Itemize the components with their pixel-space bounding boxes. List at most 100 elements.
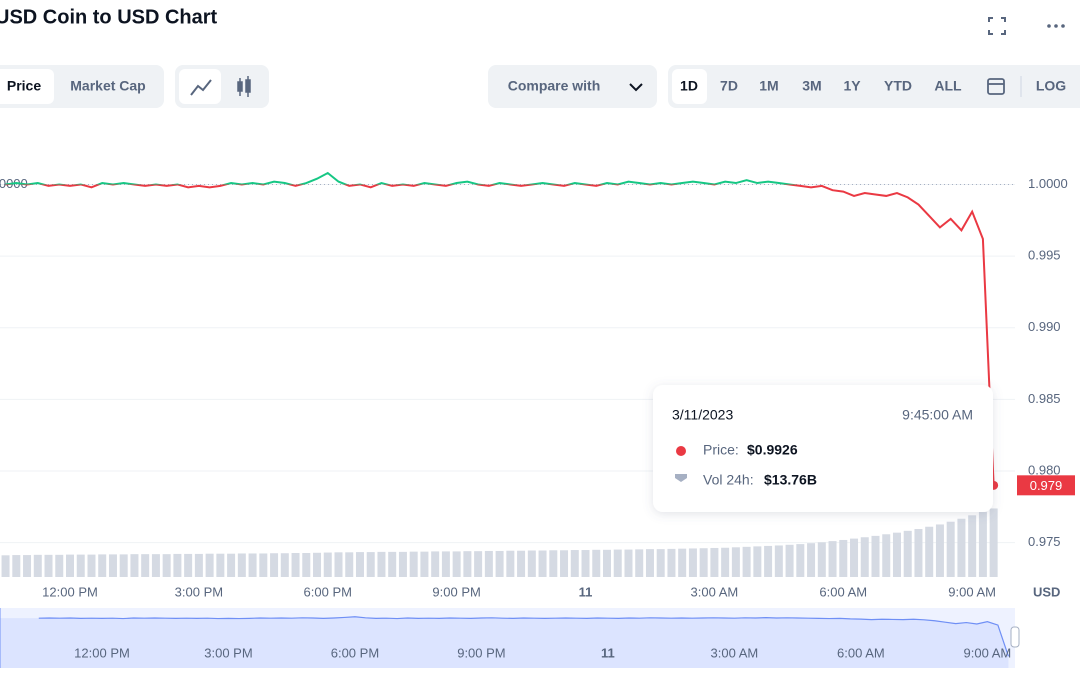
volume-bar: [527, 550, 536, 577]
plot: 1.00000.9950.9900.9850.9800.975USD1.0000…: [0, 171, 1068, 599]
x-tick-label: 11: [579, 584, 593, 599]
volume-bar: [463, 551, 472, 577]
range-button[interactable]: ALL: [934, 78, 962, 94]
range-button[interactable]: 3M: [802, 78, 821, 94]
volume-bar: [742, 546, 751, 577]
volume-bar: [119, 554, 128, 577]
volume-bar: [710, 547, 719, 577]
volume-bar: [774, 545, 783, 577]
calendar-button[interactable]: [987, 78, 1005, 95]
range-button[interactable]: 7D: [720, 78, 738, 94]
volume-bar: [66, 554, 74, 577]
volume-bar: [645, 549, 654, 577]
volume-bar: [248, 553, 257, 577]
navigator-label: 3:00 PM: [204, 645, 252, 660]
volume-bar: [44, 554, 53, 577]
volume-bar: [678, 548, 687, 577]
compare-label: Compare with: [508, 78, 601, 94]
volume-bar: [560, 550, 569, 577]
volume-bar: [807, 543, 816, 577]
volume-bar: [130, 554, 139, 577]
volume-bar: [409, 551, 418, 577]
volume-bar: [33, 554, 42, 577]
y-tick-label: 0.990: [1028, 319, 1061, 334]
range-active[interactable]: [672, 69, 707, 104]
price-line-up: [5, 171, 798, 185]
volume-bar: [699, 548, 708, 577]
x-tick-label: 12:00 PM: [42, 584, 98, 599]
range-button[interactable]: YTD: [884, 78, 912, 94]
chevron-icon: [629, 83, 643, 92]
volume-bar: [227, 553, 236, 577]
volume-bar: [914, 529, 923, 577]
volume-bar: [162, 554, 171, 577]
volume-bar: [613, 549, 622, 577]
volume-bar: [785, 544, 794, 577]
compare-dropdown[interactable]: [488, 65, 657, 108]
range-button[interactable]: 1Y: [843, 78, 861, 94]
tooltip-volume-label: Vol 24h:: [703, 472, 754, 488]
chart-title: USD Coin to USD Chart: [0, 6, 218, 28]
x-tick-label: 3:00 PM: [175, 584, 223, 599]
volume-bar: [302, 553, 311, 577]
fullscreen-button[interactable]: [988, 17, 1006, 35]
x-tick-label: 3:00 AM: [691, 584, 739, 599]
navigator-handle[interactable]: [1010, 626, 1020, 648]
volume-bar: [592, 549, 601, 577]
volume-bar: [935, 524, 944, 577]
volume-bar: [345, 552, 354, 577]
volume-bar: [237, 553, 246, 577]
volume-bar: [839, 539, 848, 577]
volume-bar: [194, 553, 203, 577]
volume-bar: [635, 549, 644, 577]
tab[interactable]: Market Cap: [70, 78, 145, 94]
y-tick-label: 0.975: [1028, 534, 1061, 549]
volume-bar: [796, 544, 805, 577]
volume-bar: [98, 554, 107, 577]
volume-bar: [184, 553, 193, 577]
volume-bar: [506, 550, 515, 577]
price-badge-label: 0.979: [1030, 478, 1063, 493]
log-button[interactable]: LOG: [1036, 78, 1066, 94]
y-tick-label: 1.0000: [1028, 176, 1068, 191]
tooltip-box: [653, 385, 993, 512]
volume-bar: [388, 551, 397, 577]
navigator-label: 3:00 AM: [711, 645, 759, 660]
volume-bar: [764, 545, 773, 577]
candle-body: [245, 79, 251, 93]
calendar-icon: [987, 78, 1005, 95]
volume-bar: [334, 552, 343, 577]
volume-bar: [173, 553, 182, 577]
candle-type-button[interactable]: [237, 76, 251, 97]
volume-bar: [968, 515, 977, 577]
candle-body: [237, 81, 243, 92]
volume-bar: [656, 549, 665, 577]
volume-bar: [603, 549, 611, 577]
volume-bar: [205, 553, 214, 577]
line-icon: [190, 79, 212, 96]
volume-bar: [688, 548, 697, 577]
more-button[interactable]: [1047, 24, 1065, 28]
volume-bar: [817, 542, 826, 577]
volume-bar: [452, 551, 461, 577]
tab[interactable]: Price: [7, 78, 41, 94]
volume-bar: [882, 534, 891, 577]
y-unit: USD: [1033, 584, 1060, 599]
tooltip-date: 3/11/2023: [672, 407, 733, 423]
price-marker: [676, 446, 686, 456]
volume-bar: [1, 555, 10, 577]
range-button[interactable]: 1M: [759, 78, 778, 94]
volume-bar: [420, 551, 429, 577]
volume-bar: [474, 551, 483, 577]
navigator-label: 6:00 AM: [837, 645, 885, 660]
volume-marker: [675, 474, 687, 482]
navigator-label: 9:00 AM: [964, 645, 1012, 660]
volume-bar: [398, 551, 407, 577]
volume-bar: [216, 553, 225, 577]
range-button[interactable]: 1D: [680, 78, 698, 94]
y-tick-label: 0.995: [1028, 248, 1061, 263]
volume-bar: [108, 554, 117, 577]
volume-bar: [538, 550, 547, 577]
tab-active[interactable]: [0, 69, 54, 104]
